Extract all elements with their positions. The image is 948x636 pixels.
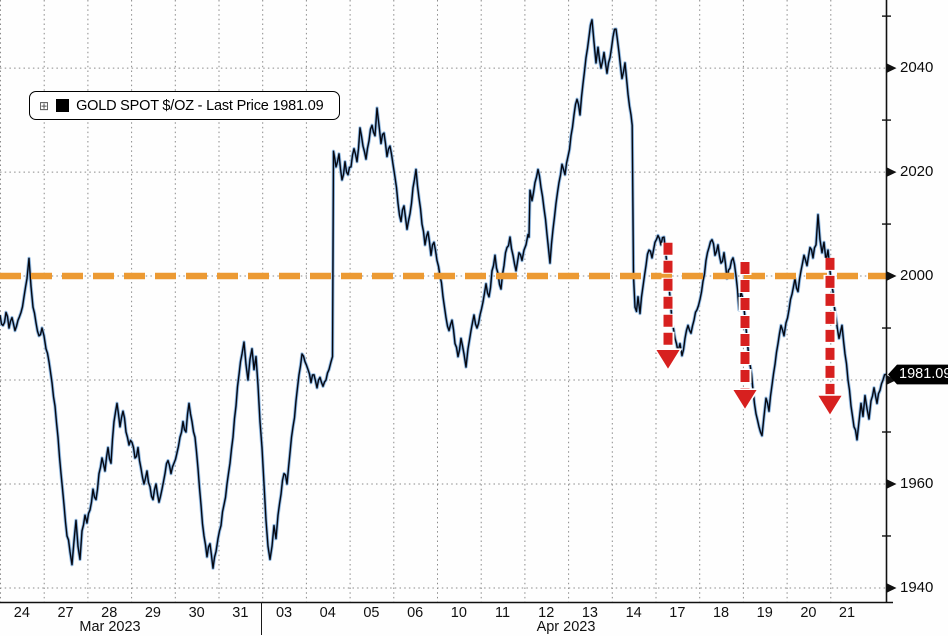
x-axis-day-label: 19: [756, 605, 773, 621]
last-price-tag: 1981.09: [888, 364, 948, 385]
y-axis-label-2040: 2040: [900, 59, 934, 77]
x-axis-day-label: 11: [495, 605, 511, 621]
y-axis-label-1960: 1960: [900, 474, 934, 492]
x-axis-day-label: 30: [188, 605, 205, 621]
x-axis-day-label: 31: [232, 605, 249, 621]
legend-label: GOLD SPOT $/OZ - Last Price 1981.09: [76, 97, 324, 114]
legend-expander-icon[interactable]: ⊞: [39, 98, 50, 113]
x-axis-day-label: 29: [144, 605, 161, 621]
x-axis-day-label: 20: [800, 605, 817, 621]
last-price-value: 1981.09: [899, 366, 948, 382]
x-axis-day-label: 05: [363, 605, 380, 621]
x-axis-day-label: 17: [669, 605, 686, 621]
x-axis-day-label: 12: [538, 605, 555, 621]
x-axis-day-label: 27: [57, 605, 74, 621]
y-axis-label-2020: 2020: [900, 163, 934, 181]
y-axis-label-2000: 2000: [900, 267, 934, 285]
legend[interactable]: ⊞ GOLD SPOT $/OZ - Last Price 1981.09: [29, 91, 340, 120]
y-axis-label-1940: 1940: [900, 578, 934, 596]
x-axis-day-label: 24: [13, 605, 30, 621]
axes: [0, 0, 897, 604]
x-axis-day-label: 03: [275, 605, 293, 621]
x-axis-day-label: 18: [712, 605, 730, 621]
down-arrows: [653, 242, 845, 418]
x-axis-day-label: 10: [450, 605, 467, 621]
x-axis-day-label: 13: [581, 605, 598, 621]
month-separator-line: [261, 602, 263, 635]
x-axis-day-label: 28: [101, 605, 118, 621]
x-axis-day-label: 21: [838, 605, 856, 621]
series-color-swatch: [56, 99, 70, 112]
x-axis-day-label: 04: [319, 605, 336, 621]
x-axis-day-label: 14: [625, 605, 642, 621]
x-axis-day-label: 06: [407, 605, 424, 621]
x-axis-month-label: Mar 2023: [79, 619, 141, 635]
gold-price-line: [0, 18, 887, 570]
x-axis-month-label: Apr 2023: [536, 619, 596, 635]
